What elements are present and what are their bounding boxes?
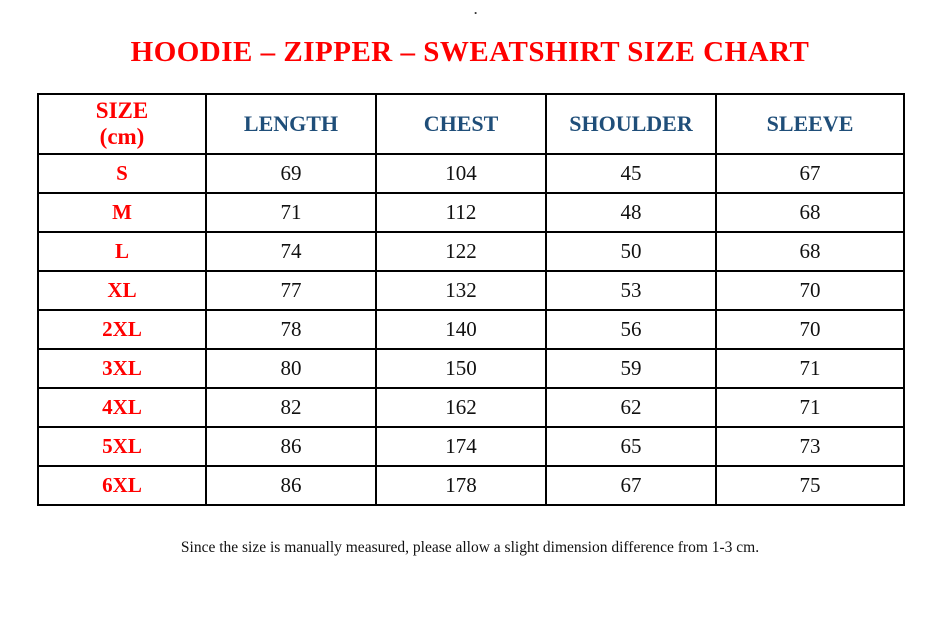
length-value: 82	[205, 387, 377, 428]
sleeve-value: 68	[715, 192, 905, 233]
chest-value: 150	[375, 348, 547, 389]
chest-value: 174	[375, 426, 547, 467]
shoulder-value: 65	[545, 426, 717, 467]
sleeve-value: 67	[715, 153, 905, 194]
table-row-3xl: 3XL 80 150 59 71	[37, 348, 905, 389]
chest-value: 132	[375, 270, 547, 311]
sleeve-value: 70	[715, 309, 905, 350]
column-header-length: LENGTH	[205, 93, 377, 155]
length-value: 77	[205, 270, 377, 311]
sleeve-value: 75	[715, 465, 905, 506]
shoulder-value: 45	[545, 153, 717, 194]
shoulder-value: 56	[545, 309, 717, 350]
size-label: S	[37, 153, 207, 194]
chest-value: 140	[375, 309, 547, 350]
shoulder-value: 48	[545, 192, 717, 233]
size-chart-table: SIZE (cm) LENGTH CHEST SHOULDER SLEEVE S…	[37, 93, 905, 506]
table-header-row: SIZE (cm) LENGTH CHEST SHOULDER SLEEVE	[37, 93, 905, 155]
shoulder-value: 67	[545, 465, 717, 506]
length-value: 78	[205, 309, 377, 350]
size-label: 3XL	[37, 348, 207, 389]
page-title: HOODIE – ZIPPER – SWEATSHIRT SIZE CHART	[130, 36, 810, 68]
length-value: 69	[205, 153, 377, 194]
shoulder-value: 50	[545, 231, 717, 272]
column-header-chest: CHEST	[375, 93, 547, 155]
column-header-size: SIZE (cm)	[37, 93, 207, 155]
length-value: 80	[205, 348, 377, 389]
length-value: 74	[205, 231, 377, 272]
table-row-6xl: 6XL 86 178 67 75	[37, 465, 905, 506]
shoulder-value: 59	[545, 348, 717, 389]
table-row-m: M 71 112 48 68	[37, 192, 905, 233]
size-label: XL	[37, 270, 207, 311]
size-label: 6XL	[37, 465, 207, 506]
table-row-l: L 74 122 50 68	[37, 231, 905, 272]
stray-dot: .	[474, 2, 478, 17]
chest-value: 162	[375, 387, 547, 428]
sleeve-value: 70	[715, 270, 905, 311]
size-label: 2XL	[37, 309, 207, 350]
length-value: 86	[205, 465, 377, 506]
shoulder-value: 62	[545, 387, 717, 428]
chest-value: 122	[375, 231, 547, 272]
column-header-sleeve: SLEEVE	[715, 93, 905, 155]
size-label: M	[37, 192, 207, 233]
size-header-line1: SIZE	[95, 97, 149, 123]
measurement-note: Since the size is manually measured, ple…	[180, 539, 760, 556]
length-value: 86	[205, 426, 377, 467]
length-value: 71	[205, 192, 377, 233]
table-row-5xl: 5XL 86 174 65 73	[37, 426, 905, 467]
sleeve-value: 71	[715, 348, 905, 389]
table-row-s: S 69 104 45 67	[37, 153, 905, 194]
table-row-2xl: 2XL 78 140 56 70	[37, 309, 905, 350]
size-label: 5XL	[37, 426, 207, 467]
sleeve-value: 68	[715, 231, 905, 272]
shoulder-value: 53	[545, 270, 717, 311]
table-row-xl: XL 77 132 53 70	[37, 270, 905, 311]
column-header-shoulder: SHOULDER	[545, 93, 717, 155]
chest-value: 178	[375, 465, 547, 506]
chest-value: 104	[375, 153, 547, 194]
sleeve-value: 73	[715, 426, 905, 467]
table-row-4xl: 4XL 82 162 62 71	[37, 387, 905, 428]
sleeve-value: 71	[715, 387, 905, 428]
size-label: L	[37, 231, 207, 272]
size-header-line2: (cm)	[99, 124, 145, 149]
size-label: 4XL	[37, 387, 207, 428]
chest-value: 112	[375, 192, 547, 233]
